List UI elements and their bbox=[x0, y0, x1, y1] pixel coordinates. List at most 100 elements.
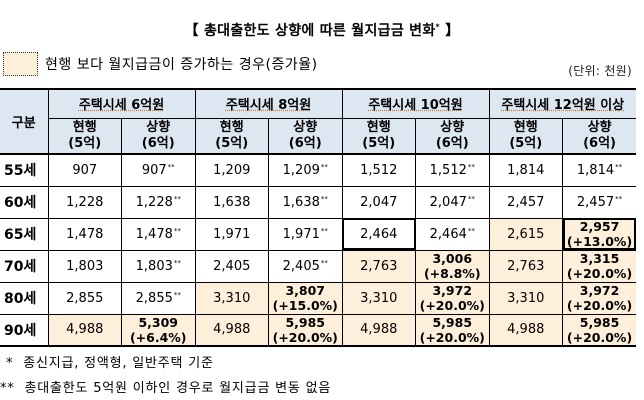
footnote-mark: ** bbox=[320, 162, 328, 171]
table-row: 90세 4,988 5,309 (+6.4%) 4,988 5,985 (+20.0%) 4,… bbox=[0, 313, 637, 347]
value-cell: 5,309 (+6.4%) bbox=[121, 313, 196, 347]
table-row: 60세 1,228 1,228** 1,638 1,638** 2,047 2,047** 2… bbox=[0, 185, 637, 219]
table-row: 55세 907 907** 1,209 1,209** 1,512 1,512** 1,814… bbox=[0, 153, 637, 187]
value-text: 2,763 bbox=[507, 258, 545, 274]
value-text: 1,228 bbox=[66, 194, 104, 210]
value-text: 3,315 bbox=[579, 251, 620, 266]
value-text: 2,457 bbox=[576, 194, 615, 210]
sub-header-limit: (5억) bbox=[509, 135, 543, 151]
value-text: 2,464 bbox=[429, 226, 467, 242]
unit-label: (단위: 천원) bbox=[568, 64, 632, 78]
footnote-mark: ** bbox=[467, 162, 475, 171]
value-text: 5,309 bbox=[138, 314, 179, 330]
footnote-mark: * bbox=[6, 356, 14, 371]
footnote-text: 총대출한도 5억원 이하인 경우로 월지급금 변동 없음 bbox=[24, 381, 332, 396]
title-text: 【 총대출한도 상향에 따른 월지급금 변화 bbox=[184, 23, 436, 39]
value-cell: 3,972 (+20.0%) bbox=[562, 281, 637, 315]
sub-header-type: 상향 bbox=[587, 119, 612, 135]
value-cell: 5,985 (+20.0%) bbox=[562, 313, 637, 347]
sub-header: 상향 (6억) bbox=[121, 117, 196, 155]
footnote-mark: ** bbox=[173, 258, 181, 267]
footnote-text: 종신지급, 정액형, 일반주택 기준 bbox=[23, 356, 214, 371]
value-text: 1,478 bbox=[135, 226, 173, 242]
value-cell: 3,310 bbox=[341, 281, 416, 315]
increase-rate: (+20.0%) bbox=[419, 298, 485, 313]
sub-header-type: 상향 bbox=[440, 119, 465, 135]
value-text: 4,988 bbox=[66, 322, 104, 338]
value-cell: 2,615 bbox=[488, 217, 564, 251]
value-cell: 1,638 bbox=[194, 185, 269, 219]
value-text: 1,803 bbox=[135, 258, 173, 274]
value-text: 2,957 bbox=[579, 219, 620, 234]
value-cell: 1,803** bbox=[121, 249, 196, 283]
value-text: 1,478 bbox=[66, 226, 104, 242]
table-title: 【 총대출한도 상향에 따른 월지급금 변화* 】 bbox=[0, 20, 644, 40]
value-cell: 5,985 (+20.0%) bbox=[268, 313, 343, 347]
value-text: 3,310 bbox=[360, 290, 398, 306]
value-text: 5,985 bbox=[285, 314, 326, 330]
value-text: 3,310 bbox=[507, 290, 545, 306]
value-text: 2,047 bbox=[429, 194, 467, 210]
legend-text: 현행 보다 월지급금이 증가하는 경우(증가율) bbox=[45, 57, 318, 73]
value-cell: 3,315 (+20.0%) bbox=[562, 249, 637, 283]
value-text: 4,988 bbox=[507, 322, 545, 338]
value-text: 3,310 bbox=[213, 290, 251, 306]
value-text: 907 bbox=[141, 162, 167, 178]
value-text: 2,855 bbox=[135, 290, 173, 306]
value-text: 2,047 bbox=[360, 194, 398, 210]
sub-header-type: 상향 bbox=[293, 119, 318, 135]
sub-header-type: 현행 bbox=[72, 119, 97, 135]
sub-header-limit: (5억) bbox=[68, 135, 102, 151]
value-cell: 1,803 bbox=[47, 249, 122, 283]
value-cell: 1,971 bbox=[194, 217, 269, 251]
footnote-2: ** 총대출한도 5억원 이하인 경우로 월지급금 변동 없음 bbox=[0, 377, 331, 396]
value-text: 5,985 bbox=[432, 314, 473, 330]
value-cell: 1,209** bbox=[268, 153, 343, 187]
sub-header: 상향 (6억) bbox=[268, 117, 343, 155]
value-cell: 1,478 bbox=[47, 217, 122, 251]
value-text: 2,464 bbox=[360, 226, 398, 242]
footnote-1: * 종신지급, 정액형, 일반주택 기준 bbox=[6, 352, 214, 371]
value-cell: 907** bbox=[121, 153, 196, 187]
increase-rate: (+20.0%) bbox=[419, 329, 485, 345]
title-footnote-mark: * bbox=[435, 22, 441, 32]
table-row: 65세 1,478 1,478** 1,971 1,971** 2,464 2,464** 2… bbox=[0, 217, 637, 251]
footnote-mark: ** bbox=[467, 226, 475, 235]
sub-header-limit: (5억) bbox=[215, 135, 249, 151]
sub-header: 현행 (5억) bbox=[47, 117, 122, 155]
value-cell: 2,457** bbox=[562, 185, 637, 219]
row-header-label: 구분 bbox=[0, 88, 49, 155]
sub-header-limit: (6억) bbox=[288, 135, 322, 151]
increase-rate: (+20.0%) bbox=[566, 298, 633, 313]
value-cell: 2,855 bbox=[47, 281, 122, 315]
value-text: 2,405 bbox=[213, 258, 251, 274]
value-cell: 3,807 (+15.0%) bbox=[268, 281, 343, 315]
sub-header-type: 상향 bbox=[146, 119, 171, 135]
value-text: 1,209 bbox=[282, 162, 320, 178]
value-cell: 1,971** bbox=[268, 217, 343, 251]
sub-header-type: 현행 bbox=[219, 119, 244, 135]
sub-header: 현행 (5억) bbox=[194, 117, 269, 155]
value-cell: 1,209 bbox=[194, 153, 269, 187]
value-text: 3,006 bbox=[432, 251, 473, 266]
value-cell: 2,763 bbox=[488, 249, 564, 283]
value-text: 1,803 bbox=[66, 258, 104, 274]
title-close-bracket: 】 bbox=[440, 23, 460, 39]
value-text: 3,807 bbox=[285, 283, 326, 298]
increase-rate: (+20.0%) bbox=[566, 266, 633, 281]
table-row: 80세 2,855 2,855** 3,310 3,807 (+15.0%) 3,310 3,… bbox=[0, 281, 637, 315]
value-text: 1,971 bbox=[213, 226, 251, 242]
sub-header-type: 현행 bbox=[513, 119, 538, 135]
legend-color-swatch bbox=[3, 52, 38, 76]
value-cell: 2,405 bbox=[194, 249, 269, 283]
group-header: 주택시세 8억원 bbox=[194, 88, 343, 119]
value-cell: 2,457 bbox=[488, 185, 564, 219]
value-text: 3,972 bbox=[579, 283, 620, 298]
footnote-mark: ** bbox=[320, 194, 328, 203]
value-cell: 2,047** bbox=[415, 185, 490, 219]
sub-header-limit: (5억) bbox=[362, 135, 396, 151]
sub-header-type: 현행 bbox=[366, 119, 391, 135]
value-cell: 2,047 bbox=[341, 185, 416, 219]
value-cell: 4,988 bbox=[488, 313, 564, 347]
value-cell: 1,638** bbox=[268, 185, 343, 219]
